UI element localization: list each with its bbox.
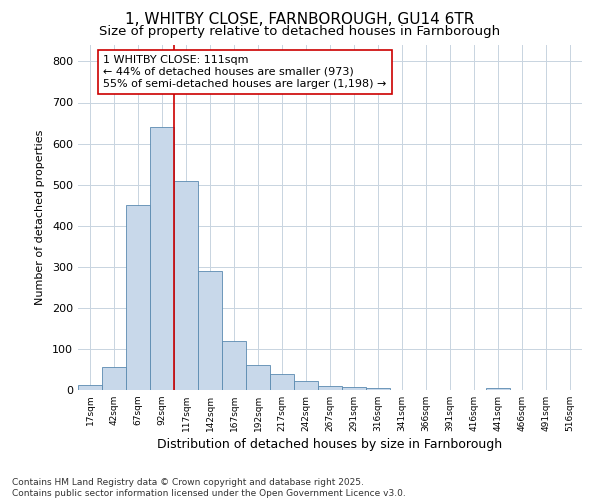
Bar (486, 388, 510, 390)
Bar (102, 366, 126, 390)
Bar (342, 386, 366, 390)
Bar (270, 374, 294, 390)
Bar (318, 386, 342, 390)
Text: 1, WHITBY CLOSE, FARNBOROUGH, GU14 6TR: 1, WHITBY CLOSE, FARNBOROUGH, GU14 6TR (125, 12, 475, 28)
Bar (294, 381, 318, 390)
Text: Size of property relative to detached houses in Farnborough: Size of property relative to detached ho… (100, 25, 500, 38)
Y-axis label: Number of detached properties: Number of detached properties (35, 130, 45, 305)
Bar (174, 180, 198, 390)
Text: Contains HM Land Registry data © Crown copyright and database right 2025.
Contai: Contains HM Land Registry data © Crown c… (12, 478, 406, 498)
Bar (366, 388, 390, 390)
Bar (78, 385, 102, 390)
Bar (150, 127, 174, 390)
X-axis label: Distribution of detached houses by size in Farnborough: Distribution of detached houses by size … (157, 438, 503, 451)
Bar (198, 271, 222, 390)
Bar (126, 205, 150, 390)
Text: 1 WHITBY CLOSE: 111sqm
← 44% of detached houses are smaller (973)
55% of semi-de: 1 WHITBY CLOSE: 111sqm ← 44% of detached… (103, 56, 386, 88)
Bar (222, 340, 246, 390)
Bar (246, 364, 270, 390)
